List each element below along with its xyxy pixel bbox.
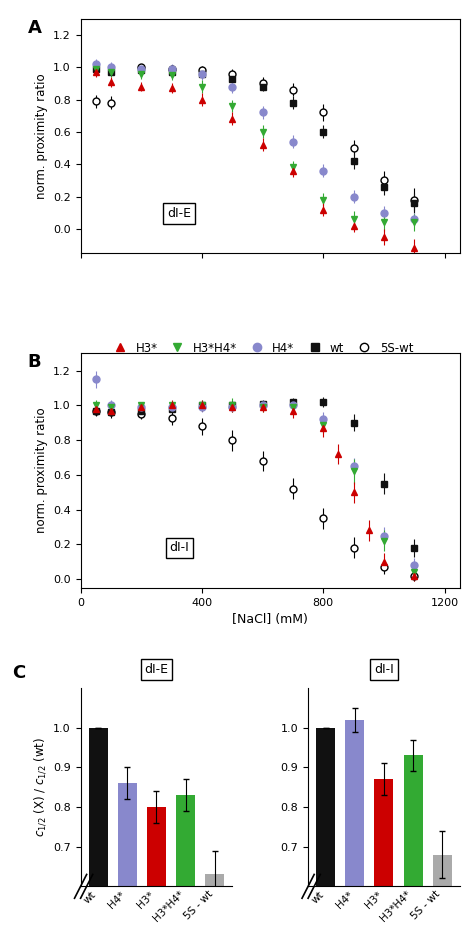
Y-axis label: norm. proximity ratio: norm. proximity ratio — [35, 408, 47, 534]
Bar — [433, 855, 452, 933]
Legend: H3*, H3*H4*, H4*, wt, 5S-wt: H3*, H3*H4*, H4*, wt, 5S-wt — [108, 341, 413, 355]
Text: dI-I: dI-I — [374, 663, 394, 676]
X-axis label: [NaCl] (mM): [NaCl] (mM) — [232, 613, 308, 626]
Bar — [374, 779, 393, 933]
Text: dI-E: dI-E — [167, 207, 191, 220]
Bar — [89, 728, 108, 933]
Text: B: B — [27, 354, 41, 371]
Bar — [345, 719, 364, 933]
Bar — [118, 783, 137, 933]
Bar — [404, 756, 423, 933]
Bar — [316, 728, 335, 933]
Text: A: A — [27, 19, 41, 36]
Text: dI-I: dI-I — [169, 541, 189, 554]
Y-axis label: $c_{1/2}$ (X) / $c_{1/2}$ (wt): $c_{1/2}$ (X) / $c_{1/2}$ (wt) — [32, 737, 47, 837]
Y-axis label: norm. proximity ratio: norm. proximity ratio — [35, 73, 47, 199]
Text: dI-E: dI-E — [145, 663, 168, 676]
Text: C: C — [12, 664, 26, 682]
Bar — [147, 807, 166, 933]
Bar — [176, 795, 195, 933]
Bar — [205, 874, 224, 933]
